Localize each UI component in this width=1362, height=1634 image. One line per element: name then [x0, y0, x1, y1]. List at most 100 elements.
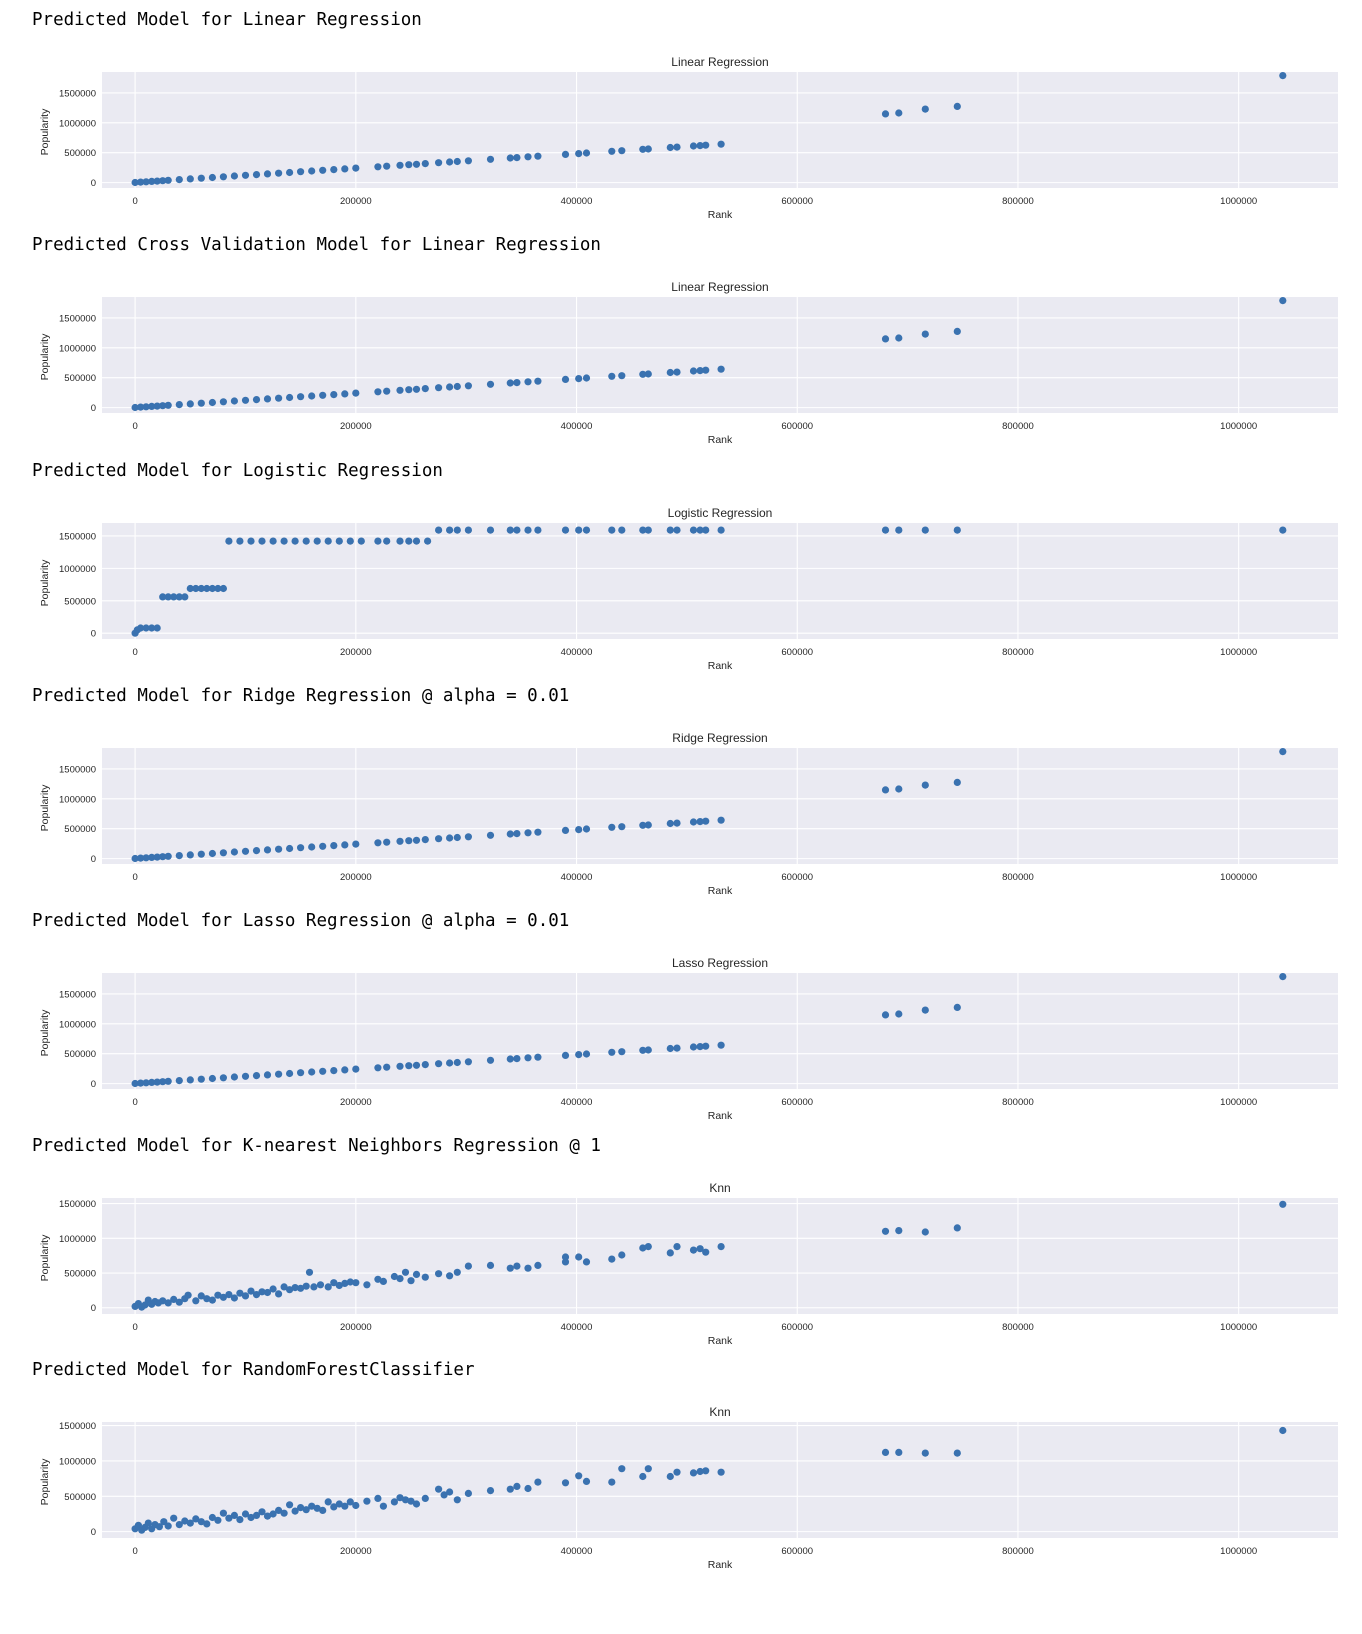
x-tick-label: 0 — [132, 421, 137, 432]
data-point — [401, 1496, 410, 1504]
data-point — [396, 161, 404, 169]
data-point — [275, 394, 283, 402]
data-point — [142, 403, 150, 411]
data-point — [383, 1063, 391, 1071]
data-point — [881, 786, 890, 794]
plot-background — [102, 297, 1338, 413]
data-point — [673, 143, 681, 151]
data-point — [881, 110, 890, 118]
data-point — [644, 821, 652, 829]
chart-panel: Predicted Model for Logistic Regression L… — [0, 451, 1362, 685]
data-point — [286, 1501, 294, 1509]
data-point — [197, 399, 205, 407]
data-point — [453, 382, 461, 391]
data-point — [717, 526, 725, 534]
x-tick-label: 200000 — [340, 1097, 372, 1108]
data-point — [335, 537, 343, 545]
data-point — [164, 852, 172, 860]
data-point — [689, 1246, 698, 1254]
x-axis-label: Rank — [708, 1559, 733, 1571]
data-point — [219, 1293, 227, 1301]
data-point — [407, 1497, 415, 1505]
data-point — [148, 624, 156, 632]
scatter-plot: Lasso Regression 0 200000 400000 600000 80000… — [39, 956, 1338, 1122]
data-point — [575, 1253, 583, 1261]
data-point — [524, 153, 532, 161]
y-tick-label: 500000 — [64, 148, 96, 159]
data-point — [153, 853, 161, 861]
data-point — [263, 846, 272, 854]
x-axis-label: Rank — [708, 885, 733, 897]
data-point — [582, 1477, 591, 1485]
data-point — [702, 1248, 710, 1256]
x-tick-label: 0 — [132, 1097, 137, 1108]
data-point — [363, 1281, 371, 1289]
data-point — [219, 398, 227, 406]
data-point — [330, 1503, 338, 1511]
data-point — [506, 1264, 514, 1272]
data-point — [575, 375, 583, 383]
data-point — [225, 1514, 233, 1522]
data-point — [241, 1292, 250, 1300]
data-point — [435, 159, 443, 167]
x-tick-label: 400000 — [561, 421, 593, 432]
data-point — [263, 170, 272, 178]
data-point — [390, 1498, 398, 1506]
data-point — [696, 818, 704, 826]
chart-panel: Predicted Model for Ridge Regression @ a… — [0, 676, 1362, 910]
data-point — [921, 1228, 929, 1236]
data-point — [192, 1297, 200, 1305]
data-point — [561, 826, 570, 834]
data-point — [412, 385, 421, 393]
data-point — [341, 165, 349, 173]
scatter-plot: Knn 0 200000 400000 600000 800000 1000000 0 5000… — [39, 1405, 1338, 1571]
data-point — [137, 624, 145, 632]
data-point — [148, 853, 156, 861]
data-point — [148, 402, 156, 410]
data-point — [396, 1494, 404, 1502]
x-axis-label: Rank — [708, 209, 733, 221]
data-point — [689, 1043, 698, 1051]
x-tick-label: 600000 — [781, 1322, 813, 1333]
data-point — [953, 778, 961, 786]
data-point — [435, 1270, 443, 1278]
data-point — [363, 1497, 371, 1505]
data-point — [453, 833, 461, 842]
data-point — [921, 781, 929, 789]
y-tick-label: 1000000 — [59, 794, 96, 805]
data-point — [159, 853, 167, 861]
y-tick-label: 0 — [91, 629, 96, 640]
data-point — [513, 1262, 521, 1270]
y-tick-label: 1000000 — [59, 343, 96, 354]
data-point — [219, 1074, 227, 1082]
data-point — [534, 1261, 542, 1269]
data-point — [324, 1283, 332, 1291]
data-point — [696, 1245, 704, 1253]
data-point — [308, 392, 316, 400]
x-tick-label: 400000 — [561, 872, 593, 883]
data-point — [330, 1067, 338, 1075]
data-point — [341, 1066, 349, 1074]
scatter-plot: Linear Regression 0 200000 400000 600000 8000… — [39, 280, 1338, 446]
data-point — [405, 1062, 413, 1070]
data-point — [953, 1224, 961, 1232]
data-point — [308, 843, 316, 851]
data-point — [208, 398, 216, 407]
data-point — [286, 1286, 294, 1294]
data-point — [405, 837, 413, 845]
chart-panel: Predicted Model for Linear Regression Lin… — [0, 0, 1362, 234]
data-point — [330, 1279, 338, 1287]
data-point — [192, 584, 200, 593]
data-point — [953, 102, 961, 110]
data-point — [582, 1050, 591, 1058]
data-point — [280, 1283, 288, 1291]
data-point — [241, 847, 250, 855]
data-point — [446, 1272, 454, 1280]
data-point — [258, 537, 266, 545]
data-point — [895, 109, 903, 117]
data-point — [291, 1284, 299, 1292]
data-point — [302, 537, 310, 545]
data-point — [717, 1243, 725, 1251]
data-point — [673, 1243, 681, 1251]
data-point — [696, 1467, 704, 1476]
